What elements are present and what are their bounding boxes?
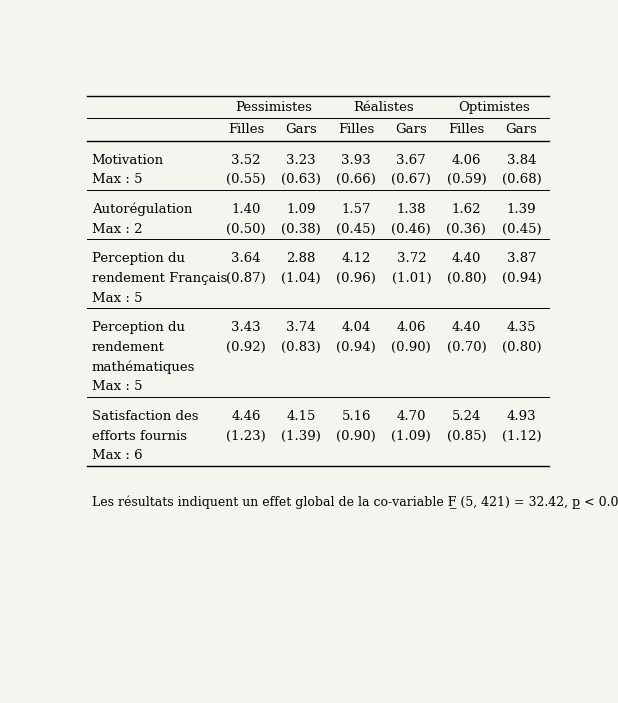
Text: (0.36): (0.36) (446, 223, 486, 236)
Text: Max : 5: Max : 5 (91, 292, 142, 304)
Text: 1.62: 1.62 (452, 203, 481, 216)
Text: efforts fournis: efforts fournis (91, 430, 187, 443)
Text: Gars: Gars (396, 123, 427, 136)
Text: 3.23: 3.23 (286, 154, 316, 167)
Text: 4.12: 4.12 (342, 252, 371, 265)
Text: Max : 2: Max : 2 (91, 223, 142, 236)
Text: 3.52: 3.52 (231, 154, 261, 167)
Text: (0.50): (0.50) (226, 223, 266, 236)
Text: (0.90): (0.90) (391, 341, 431, 354)
Text: Autorégulation: Autorégulation (91, 202, 192, 216)
Text: (0.92): (0.92) (226, 341, 266, 354)
Text: Satisfaction des: Satisfaction des (91, 410, 198, 423)
Text: (0.80): (0.80) (447, 272, 486, 285)
Text: (0.63): (0.63) (281, 174, 321, 186)
Text: 1.09: 1.09 (286, 203, 316, 216)
Text: Les résultats indiquent un effet global de la co-variable F̲ (5, 421) = 32.42, p: Les résultats indiquent un effet global … (91, 496, 618, 510)
Text: 3.64: 3.64 (231, 252, 261, 265)
Text: Max : 5: Max : 5 (91, 380, 142, 394)
Text: (1.09): (1.09) (391, 430, 431, 443)
Text: rendement: rendement (91, 341, 164, 354)
Text: (1.39): (1.39) (281, 430, 321, 443)
Text: 3.87: 3.87 (507, 252, 536, 265)
Text: (0.68): (0.68) (502, 174, 541, 186)
Text: (0.94): (0.94) (336, 341, 376, 354)
Text: (0.59): (0.59) (447, 174, 486, 186)
Text: (1.04): (1.04) (281, 272, 321, 285)
Text: Réalistes: Réalistes (353, 101, 414, 114)
Text: Max : 5: Max : 5 (91, 174, 142, 186)
Text: Motivation: Motivation (91, 154, 164, 167)
Text: 5.24: 5.24 (452, 410, 481, 423)
Text: 5.16: 5.16 (342, 410, 371, 423)
Text: Filles: Filles (338, 123, 375, 136)
Text: 3.43: 3.43 (231, 321, 261, 334)
Text: 4.06: 4.06 (397, 321, 426, 334)
Text: Pessimistes: Pessimistes (235, 101, 312, 114)
Text: Filles: Filles (228, 123, 265, 136)
Text: 3.67: 3.67 (396, 154, 426, 167)
Text: (0.66): (0.66) (336, 174, 376, 186)
Text: (0.45): (0.45) (502, 223, 541, 236)
Text: 1.57: 1.57 (342, 203, 371, 216)
Text: (0.38): (0.38) (281, 223, 321, 236)
Text: Perception du: Perception du (91, 321, 185, 334)
Text: (0.67): (0.67) (391, 174, 431, 186)
Text: Gars: Gars (286, 123, 317, 136)
Text: 3.74: 3.74 (286, 321, 316, 334)
Text: 1.40: 1.40 (231, 203, 261, 216)
Text: Gars: Gars (506, 123, 538, 136)
Text: 4.15: 4.15 (287, 410, 316, 423)
Text: (1.12): (1.12) (502, 430, 541, 443)
Text: Perception du: Perception du (91, 252, 185, 265)
Text: (1.23): (1.23) (226, 430, 266, 443)
Text: (0.46): (0.46) (391, 223, 431, 236)
Text: Max : 6: Max : 6 (91, 449, 142, 463)
Text: (1.01): (1.01) (392, 272, 431, 285)
Text: 3.84: 3.84 (507, 154, 536, 167)
Text: 4.06: 4.06 (452, 154, 481, 167)
Text: 4.93: 4.93 (507, 410, 536, 423)
Text: 4.40: 4.40 (452, 321, 481, 334)
Text: (0.83): (0.83) (281, 341, 321, 354)
Text: (0.70): (0.70) (447, 341, 486, 354)
Text: 4.40: 4.40 (452, 252, 481, 265)
Text: 4.04: 4.04 (342, 321, 371, 334)
Text: (0.96): (0.96) (336, 272, 376, 285)
Text: (0.87): (0.87) (226, 272, 266, 285)
Text: 1.38: 1.38 (397, 203, 426, 216)
Text: (0.55): (0.55) (226, 174, 266, 186)
Text: Filles: Filles (448, 123, 485, 136)
Text: (0.45): (0.45) (336, 223, 376, 236)
Text: 1.39: 1.39 (507, 203, 536, 216)
Text: 3.72: 3.72 (397, 252, 426, 265)
Text: (0.90): (0.90) (336, 430, 376, 443)
Text: (0.80): (0.80) (502, 341, 541, 354)
Text: 2.88: 2.88 (287, 252, 316, 265)
Text: rendement Français: rendement Français (91, 272, 227, 285)
Text: Optimistes: Optimistes (458, 101, 530, 114)
Text: 4.35: 4.35 (507, 321, 536, 334)
Text: mathématiques: mathématiques (91, 361, 195, 374)
Text: (0.94): (0.94) (502, 272, 541, 285)
Text: 3.93: 3.93 (341, 154, 371, 167)
Text: 4.46: 4.46 (231, 410, 261, 423)
Text: 4.70: 4.70 (397, 410, 426, 423)
Text: (0.85): (0.85) (447, 430, 486, 443)
